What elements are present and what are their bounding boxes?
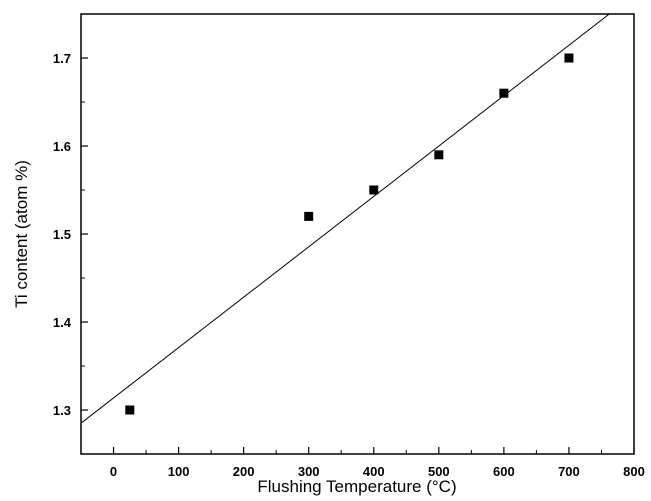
- x-tick-label: 700: [558, 464, 580, 479]
- plot-frame: [80, 13, 635, 455]
- data-points: [125, 53, 574, 415]
- data-point: [125, 405, 135, 415]
- x-tick-label: 100: [168, 464, 190, 479]
- data-point: [434, 150, 444, 160]
- x-axis-title: Flushing Temperature (°C): [257, 477, 456, 496]
- x-tick-label: 400: [363, 464, 385, 479]
- x-tick-label: 0: [110, 464, 117, 479]
- y-tick-label: 1.7: [53, 51, 71, 66]
- x-axis-ticks: 0 100 200 300 400 500 600 700 800: [80, 447, 645, 479]
- y-tick-label: 1.5: [53, 227, 71, 242]
- x-tick-label: 300: [298, 464, 320, 479]
- x-tick-label: 500: [428, 464, 450, 479]
- data-point: [304, 211, 314, 221]
- y-tick-label: 1.4: [53, 315, 72, 330]
- y-axis-ticks: 1.3 1.4 1.5 1.6 1.7: [53, 13, 88, 455]
- y-tick-label: 1.3: [53, 403, 71, 418]
- x-tick-label: 600: [493, 464, 515, 479]
- x-tick-label: 200: [233, 464, 255, 479]
- fit-line: [80, 13, 610, 424]
- y-tick-label: 1.6: [53, 139, 71, 154]
- data-point: [369, 185, 379, 195]
- data-point: [564, 53, 574, 63]
- data-point: [499, 88, 509, 98]
- y-axis-title: Ti content (atom %): [12, 160, 31, 308]
- x-tick-label: 800: [623, 464, 645, 479]
